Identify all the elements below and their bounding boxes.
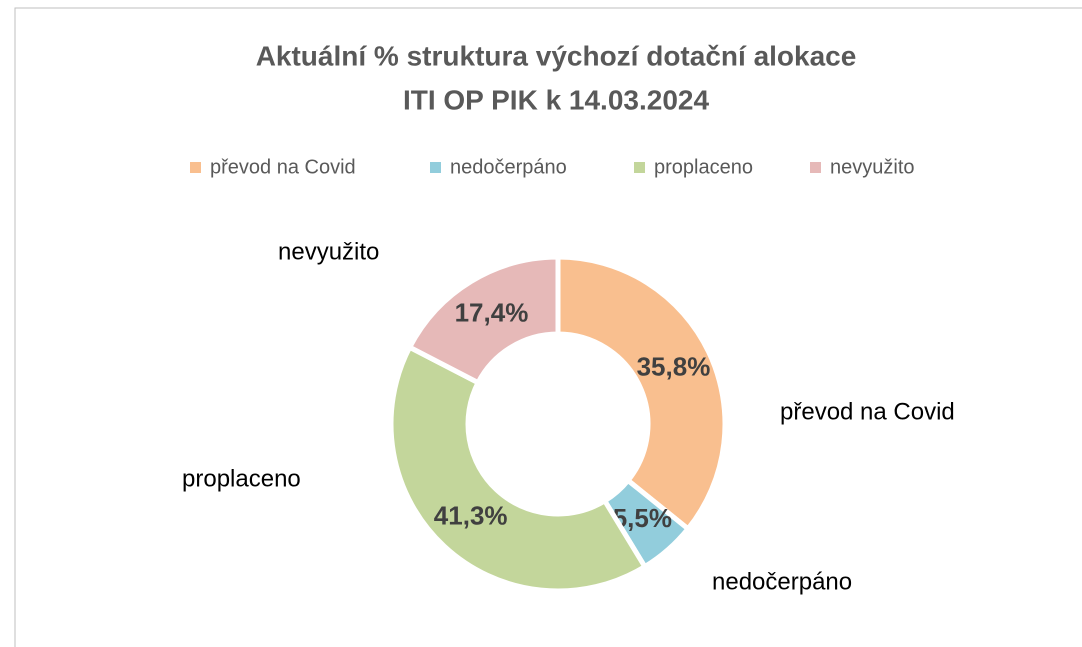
data-label: 17,4% [455,298,529,328]
chart-title: Aktuální % struktura výchozí dotační alo… [256,40,857,71]
data-label: 41,3% [434,500,508,530]
legend-swatch [430,162,441,173]
legend-label: nevyužito [830,156,915,178]
legend-swatch [190,162,201,173]
legend-label: převod na Covid [210,156,356,178]
legend-swatch [634,162,645,173]
donut-slice [555,254,728,533]
chart-title: ITI OP PIK k 14.03.2024 [403,84,710,115]
legend-label: proplaceno [654,156,753,178]
legend-label: nedočerpáno [450,156,567,178]
legend-swatch [810,162,821,173]
category-label: nevyužito [278,238,379,265]
category-label: proplaceno [182,465,301,492]
data-label: 35,8% [637,352,711,382]
donut-slice [388,343,649,594]
donut-slice [406,254,561,387]
category-label: nedočerpáno [712,568,852,595]
category-label: převod na Covid [780,398,955,425]
chart-frame [14,7,1082,647]
